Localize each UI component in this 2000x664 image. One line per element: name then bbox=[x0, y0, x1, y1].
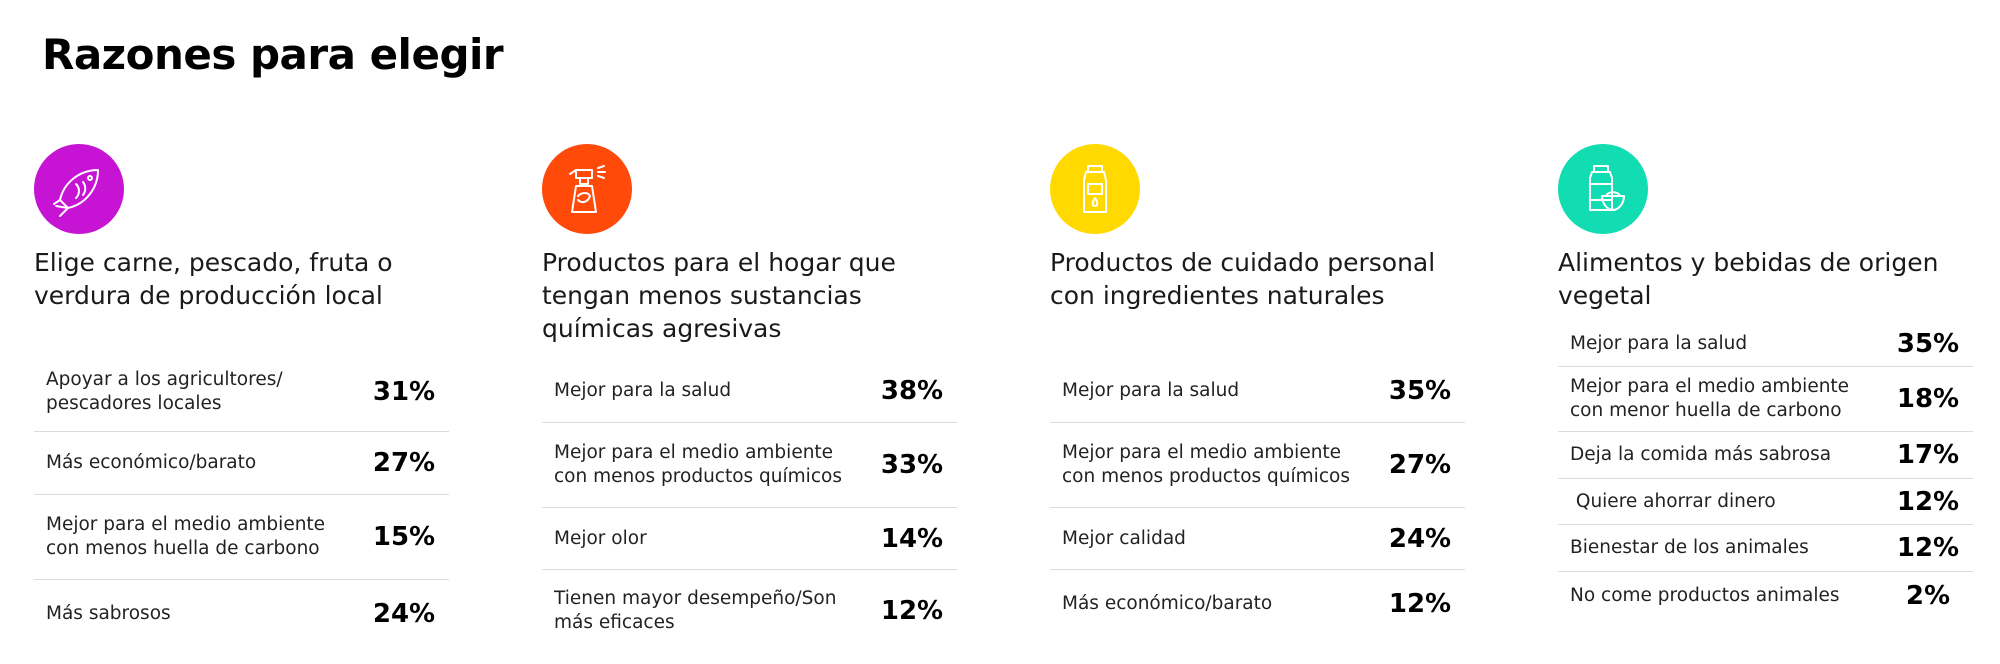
table-row: Más sabrosos 24% bbox=[34, 580, 449, 648]
category-title: Alimentos y bebidas de origen vegetal bbox=[1558, 248, 1939, 310]
reason-percent: 35% bbox=[1896, 328, 1960, 359]
category-local-produce: Elige carne, pescado, fruta o verdura de… bbox=[34, 144, 454, 629]
table-row: Mejor para el medio ambiente con menos h… bbox=[34, 495, 449, 580]
reason-label: Mejor calidad bbox=[1062, 527, 1186, 549]
table-row: Quiere ahorrar dinero 12% bbox=[1558, 479, 1973, 525]
reason-label: Más sabrosos bbox=[46, 603, 171, 624]
reason-percent: 12% bbox=[880, 596, 944, 626]
reason-percent: 2% bbox=[1905, 581, 1951, 611]
table-row: Mejor para el medio ambiente con menos p… bbox=[1050, 423, 1465, 508]
spray-bottle-icon bbox=[569, 165, 606, 213]
reason-percent: 14% bbox=[880, 523, 944, 554]
category-household-products: Productos para el hogar que tengan menos… bbox=[542, 144, 962, 633]
reason-percent: 17% bbox=[1896, 440, 1960, 470]
reason-label: Mejor para el medio ambiente con menos p… bbox=[554, 442, 842, 487]
fish-icon bbox=[53, 169, 99, 217]
reason-percent: 27% bbox=[372, 448, 436, 478]
page-title: Razones para elegir bbox=[42, 30, 504, 79]
table-row: Más económico/barato 12% bbox=[1050, 570, 1465, 638]
reason-percent: 33% bbox=[880, 450, 944, 480]
reason-percent: 12% bbox=[1896, 486, 1960, 517]
table-row: Mejor para la salud 35% bbox=[1558, 321, 1973, 367]
reason-label: Mejor olor bbox=[554, 527, 647, 549]
spray-bottle-icon-badge bbox=[542, 144, 632, 234]
reason-label: Mejor para la salud bbox=[1570, 332, 1748, 354]
category-title: Elige carne, pescado, fruta o verdura de… bbox=[34, 248, 393, 310]
jar-bowl-icon-badge bbox=[1558, 144, 1648, 234]
table-row: Bienestar de los animales 12% bbox=[1558, 525, 1973, 572]
category-title: Productos de cuidado personal con ingred… bbox=[1050, 248, 1436, 310]
lotion-bottle-icon bbox=[1083, 165, 1107, 213]
table-row: Mejor para el medio ambiente con menor h… bbox=[1558, 367, 1973, 432]
reason-label: Más económico/barato bbox=[46, 452, 257, 473]
reasons-table: Mejor para la salud 35% Mejor para el me… bbox=[1558, 321, 1973, 620]
reason-label: Mejor para la salud bbox=[1062, 380, 1240, 401]
reason-percent: 31% bbox=[372, 376, 436, 407]
reason-label: Quiere ahorrar dinero bbox=[1570, 490, 1776, 512]
reason-label: Mejor para el medio ambiente con menos h… bbox=[46, 514, 326, 559]
reason-label: Mejor para el medio ambiente con menor h… bbox=[1570, 376, 1850, 421]
reasons-table: Mejor para la salud 38% Mejor para el me… bbox=[542, 360, 957, 652]
category-title: Productos para el hogar que tengan menos… bbox=[542, 248, 896, 343]
reason-percent: 24% bbox=[1388, 523, 1452, 554]
category-plant-based: Alimentos y bebidas de origen vegetal Me… bbox=[1558, 144, 1978, 611]
table-row: No come productos animales 2% bbox=[1558, 572, 1973, 620]
table-row: Mejor para la salud 35% bbox=[1050, 360, 1465, 423]
table-row: Mejor para la salud 38% bbox=[542, 360, 957, 423]
table-row: Tienen mayor desempeño/Son más eficaces … bbox=[542, 570, 957, 652]
category-personal-care: Productos de cuidado personal con ingred… bbox=[1050, 144, 1470, 619]
fish-icon-badge bbox=[34, 144, 124, 234]
table-row: Mejor olor 14% bbox=[542, 508, 957, 570]
reason-percent: 12% bbox=[1896, 533, 1960, 563]
reason-label: Deja la comida más sabrosa bbox=[1570, 444, 1832, 465]
reason-percent: 18% bbox=[1896, 384, 1960, 414]
reason-label: No come productos animales bbox=[1570, 585, 1840, 606]
table-row: Mejor calidad 24% bbox=[1050, 508, 1465, 570]
reason-label: Bienestar de los animales bbox=[1570, 537, 1809, 558]
table-row: Mejor para el medio ambiente con menos p… bbox=[542, 423, 957, 508]
table-row: Apoyar a los agricultores/ pescadores lo… bbox=[34, 352, 449, 432]
reason-label: Más económico/barato bbox=[1062, 593, 1273, 614]
reason-percent: 35% bbox=[1388, 376, 1452, 406]
reasons-table: Apoyar a los agricultores/ pescadores lo… bbox=[34, 352, 449, 648]
reason-label: Mejor para la salud bbox=[554, 380, 732, 401]
reasons-table: Mejor para la salud 35% Mejor para el me… bbox=[1050, 360, 1465, 638]
reason-label: Tienen mayor desempeño/Son más eficaces bbox=[554, 588, 837, 633]
reason-percent: 24% bbox=[372, 599, 436, 629]
table-row: Deja la comida más sabrosa 17% bbox=[1558, 432, 1973, 479]
reason-percent: 15% bbox=[372, 522, 436, 552]
table-row: Más económico/barato 27% bbox=[34, 432, 449, 495]
lotion-bottle-icon-badge bbox=[1050, 144, 1140, 234]
reason-percent: 12% bbox=[1388, 589, 1452, 619]
jar-bowl-icon bbox=[1589, 165, 1625, 211]
reason-percent: 38% bbox=[880, 376, 944, 406]
reason-label: Mejor para el medio ambiente con menos p… bbox=[1062, 442, 1350, 487]
reason-percent: 27% bbox=[1388, 450, 1452, 480]
reason-label: Apoyar a los agricultores/ pescadores lo… bbox=[46, 368, 283, 414]
